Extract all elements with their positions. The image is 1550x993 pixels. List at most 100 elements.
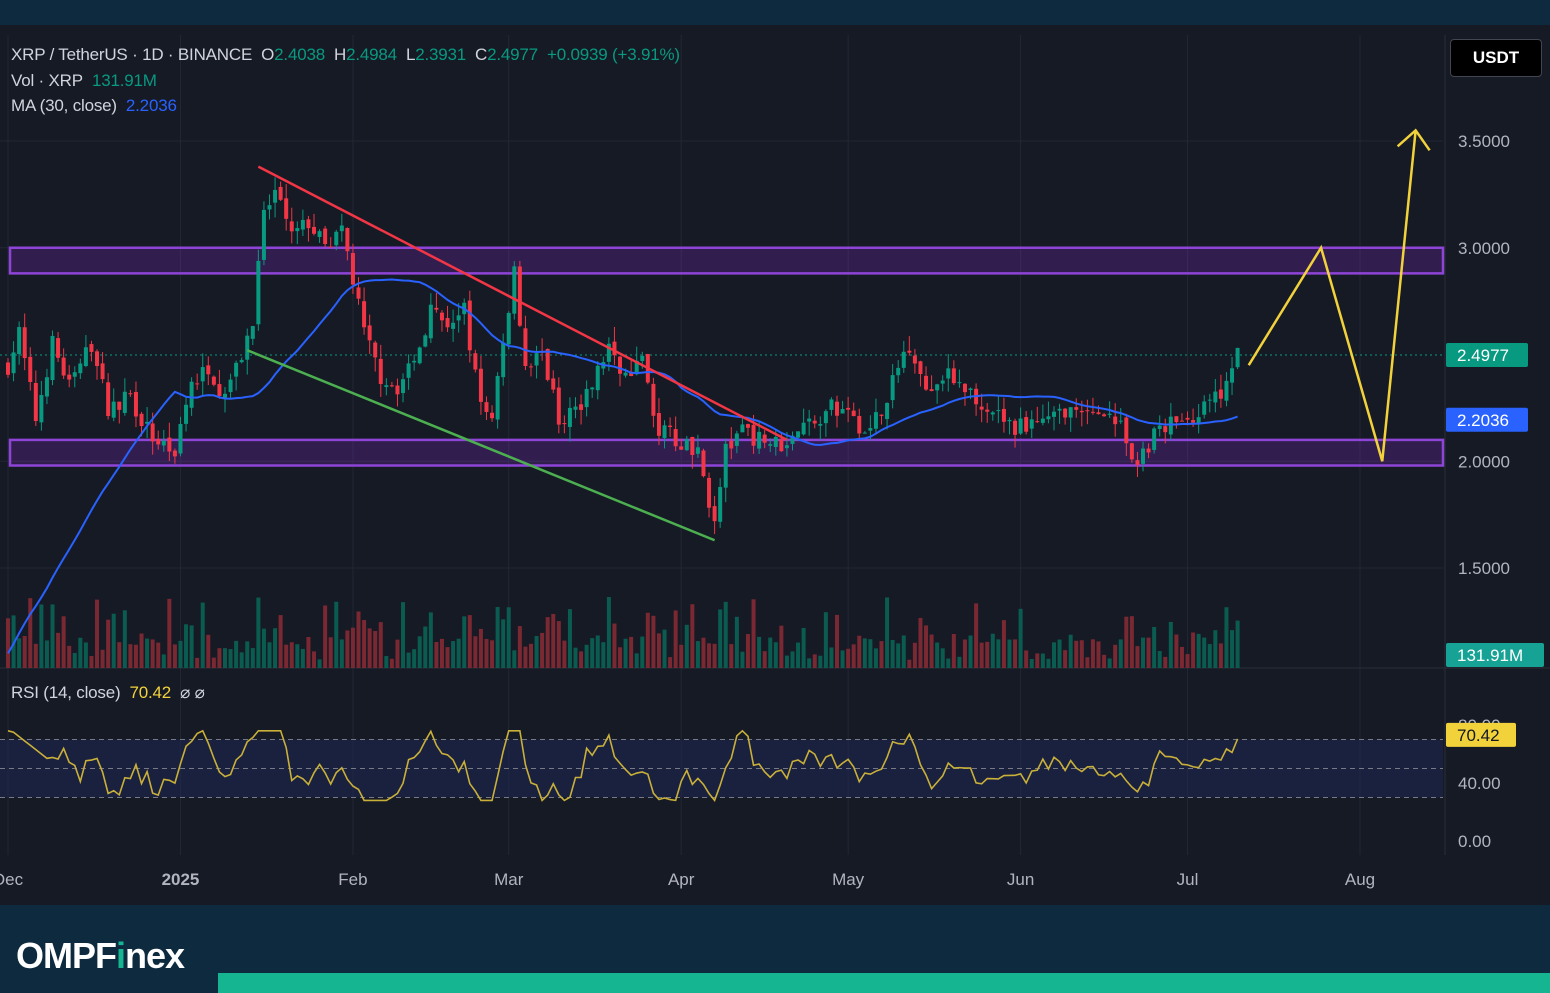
close-label: C [475,45,488,64]
volume-bar-17 [100,649,105,668]
volume-bar-38 [217,648,222,668]
candle-98 [551,370,556,394]
volume-bar-70 [395,639,400,668]
candle-body [334,231,339,246]
volume-bar-79 [445,647,450,668]
candle-body [907,350,912,353]
volume-bar-87 [490,640,495,668]
volume-bar-154 [862,638,867,668]
volume-bar-217 [1213,630,1218,668]
candle-body [1079,410,1084,413]
candle-182 [1018,407,1023,436]
candle-160 [896,360,901,383]
volume-bar-65 [367,628,372,668]
ma-value: 2.2036 [125,96,177,115]
candle-body [517,266,522,326]
candle-body [734,433,739,446]
candle-body [1074,407,1079,410]
candle-body [22,327,27,359]
candle-49 [278,181,283,202]
volume-badge: 131.91M [1446,643,1544,667]
candle-body [284,198,289,219]
volume-bar-80 [451,641,456,668]
volume-bar-214 [1196,633,1201,668]
candle-75 [423,333,428,348]
candle-body [406,363,411,378]
chart-frame: 3.50003.00002.00001.500080.0040.000.002.… [0,25,1550,905]
volume-bar-141 [790,651,795,668]
candle-body [417,347,422,364]
candle-1 [11,341,16,382]
volume-bar-49 [278,615,283,668]
currency-button[interactable]: USDT [1450,39,1542,77]
candle-body [618,356,623,374]
volume-bar-163 [912,642,917,668]
candle-body [935,384,940,391]
volume-bar-175 [979,642,984,668]
volume-bar-4 [28,598,33,668]
volume-bar-52 [295,644,300,668]
candle-body [473,353,478,370]
candle-body [584,388,589,408]
candle-body [50,335,55,381]
candle-body [172,450,177,457]
candle-197 [1102,412,1107,417]
volume-bar-66 [373,631,378,668]
candle-body [256,260,261,325]
candle-150 [840,400,845,414]
candle-201 [1124,413,1129,457]
candle-body [273,189,278,203]
candle-65 [367,314,372,354]
candle-212 [1185,411,1190,426]
volume-bar-10 [61,616,66,668]
volume-bar-132 [740,651,745,668]
x-tick-6: Jun [1007,870,1034,889]
candle-body [528,366,533,368]
candle-220 [1230,356,1235,395]
volume-bar-190 [1063,650,1068,668]
volume-bar-75 [423,626,428,668]
candle-83 [467,290,472,363]
candle-145 [812,415,817,429]
candle-67 [378,344,383,397]
candle-body [556,387,561,425]
candle-51 [289,207,294,244]
candle-5 [33,370,38,426]
candle-body [423,335,428,347]
candle-27 [156,430,161,450]
volume-bar-204 [1141,637,1146,668]
candle-56 [317,229,322,243]
candle-body [1163,426,1168,433]
candle-body [28,356,33,382]
candle-body [812,420,817,424]
volume-bar-167 [935,642,940,668]
candle-body [1146,448,1151,453]
volume-bar-126 [707,643,712,668]
candle-body [150,423,155,442]
rsi-label: RSI (14, close) [11,683,121,702]
candle-body [773,436,778,448]
candle-105 [590,386,595,398]
candle-body [1124,417,1129,444]
candle-body [451,322,456,329]
candle-body [701,450,706,477]
rsi-value: 70.42 [129,683,172,702]
projection-path [1247,130,1417,462]
volume-bar-125 [701,637,706,668]
candle-181 [1013,418,1018,448]
volume-bar-84 [473,636,478,668]
candle-28 [161,429,166,452]
candle-body [523,328,528,366]
candle-6 [39,381,44,431]
volume-bar-202 [1129,616,1134,668]
volume-badge-text: 131.91M [1457,646,1523,665]
candle-48 [273,177,278,218]
volume-bar-149 [835,614,840,668]
candle-217 [1213,378,1218,413]
candle-50 [284,184,289,231]
candle-body [389,385,394,387]
candle-204 [1141,441,1146,472]
chart-svg[interactable]: 3.50003.00002.00001.500080.0040.000.002.… [0,25,1550,905]
candle-body [729,440,734,449]
volume-bar-205 [1146,637,1151,668]
